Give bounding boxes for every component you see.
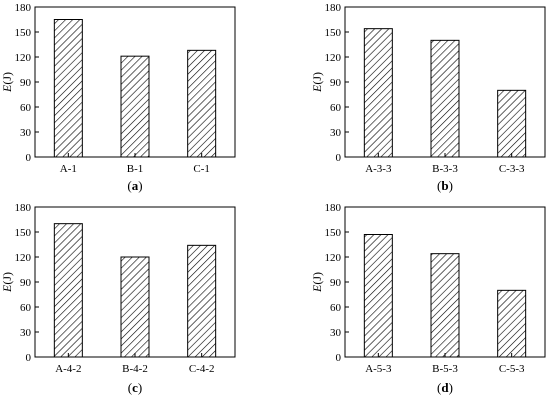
y-tick-label: 150: [325, 27, 342, 39]
x-tick-label: C-4-2: [189, 363, 215, 375]
panel-label: (b): [437, 178, 453, 193]
y-axis-unit: (J): [310, 272, 324, 285]
panel-label-letter: a: [132, 178, 139, 193]
y-tick-label: 30: [330, 127, 342, 139]
y-tick-label: 150: [15, 27, 32, 39]
panel-label-letter: c: [132, 380, 138, 395]
panel-label-open: (: [128, 380, 132, 395]
y-tick-label: 150: [325, 227, 342, 239]
panel-label-open: (: [127, 178, 131, 193]
y-tick-label: 60: [330, 302, 342, 314]
y-axis-title: E(J): [0, 272, 14, 293]
bar-C-5-3: [497, 289, 527, 358]
bar-C-1: [187, 49, 217, 158]
x-tick-label: B-5-3: [432, 363, 458, 375]
y-tick-label: 90: [20, 277, 32, 289]
y-axis-variable: E: [310, 84, 324, 93]
panel-label-open: (: [437, 178, 441, 193]
chart-panel-a: 0 30 60 90 120 150 180 E(J) A-1 B-1 C-1 (a): [0, 2, 236, 193]
bar-A-3-3: [363, 28, 393, 158]
y-tick-label: 60: [20, 302, 32, 314]
y-tick-label: 120: [15, 252, 32, 264]
y-tick-label: 120: [15, 52, 32, 64]
y-tick-label: 30: [330, 327, 342, 339]
bar-A-1: [53, 19, 83, 158]
y-axis-title: E(J): [310, 272, 324, 293]
y-tick-label: 30: [20, 327, 32, 339]
panel-label-close: ): [449, 178, 453, 193]
x-tick-label: C-1: [193, 163, 210, 175]
y-tick-label: 30: [20, 127, 32, 139]
bar-A-5-3: [363, 234, 393, 358]
y-axis-unit: (J): [0, 72, 14, 85]
y-tick-label: 0: [26, 352, 32, 364]
y-axis-unit: (J): [0, 272, 14, 285]
panel-label-close: ): [138, 178, 142, 193]
x-tick-label: B-3-3: [432, 163, 458, 175]
y-axis-title: E(J): [0, 72, 14, 93]
bar-B-3-3: [430, 39, 460, 158]
panel-label-open: (: [437, 380, 441, 395]
y-tick-label: 150: [15, 227, 32, 239]
x-tick-label: A-4-2: [55, 363, 81, 375]
x-tick-label: B-1: [127, 163, 144, 175]
y-tick-label: 60: [330, 102, 342, 114]
bar-A-4-2: [53, 223, 83, 358]
y-axis-variable: E: [0, 84, 14, 93]
y-tick-label: 60: [20, 102, 32, 114]
bar-B-5-3: [430, 253, 460, 358]
y-tick-label: 180: [15, 2, 32, 14]
panel-label-letter: b: [441, 178, 448, 193]
y-tick-label: 180: [325, 202, 342, 214]
y-tick-label: 90: [20, 77, 32, 89]
chart-panel-c: 0 30 60 90 120 150 180 E(J) A-4-2 B-4-2 C-4-2 (c): [0, 202, 236, 395]
panel-label-close: ): [138, 380, 142, 395]
panel-label-close: ): [449, 380, 453, 395]
y-tick-label: 0: [336, 352, 342, 364]
panel-label-letter: d: [441, 380, 449, 395]
bar-B-4-2: [120, 256, 150, 358]
y-axis-title: E(J): [310, 72, 324, 93]
chart-panel-d: 0 30 60 90 120 150 180 E(J) A-5-3 B-5-3 C-5-3 (d): [310, 202, 546, 395]
y-tick-label: 0: [26, 152, 32, 164]
y-tick-label: 0: [336, 152, 342, 164]
panel-label: (c): [128, 380, 142, 395]
x-tick-label: B-4-2: [122, 363, 148, 375]
x-tick-label: C-5-3: [499, 363, 525, 375]
x-tick-label: A-5-3: [365, 363, 392, 375]
bar-B-1: [120, 55, 150, 158]
bar-C-3-3: [497, 89, 527, 158]
x-tick-label: C-3-3: [499, 163, 525, 175]
y-tick-label: 120: [325, 52, 342, 64]
panel-label: (d): [437, 380, 453, 395]
y-tick-label: 90: [330, 77, 342, 89]
y-axis-variable: E: [0, 284, 14, 293]
chart-panel-b: 0 30 60 90 120 150 180 E(J) A-3-3 B-3-3 C-3-3 (b): [310, 2, 546, 193]
panel-label: (a): [127, 178, 142, 193]
y-tick-label: 90: [330, 277, 342, 289]
x-tick-label: A-1: [60, 163, 77, 175]
y-axis-unit: (J): [310, 72, 324, 85]
y-tick-label: 180: [325, 2, 342, 14]
x-tick-label: A-3-3: [365, 163, 392, 175]
y-tick-label: 180: [15, 202, 32, 214]
y-axis-variable: E: [310, 284, 324, 293]
y-tick-label: 120: [325, 252, 342, 264]
bar-C-4-2: [187, 244, 217, 358]
